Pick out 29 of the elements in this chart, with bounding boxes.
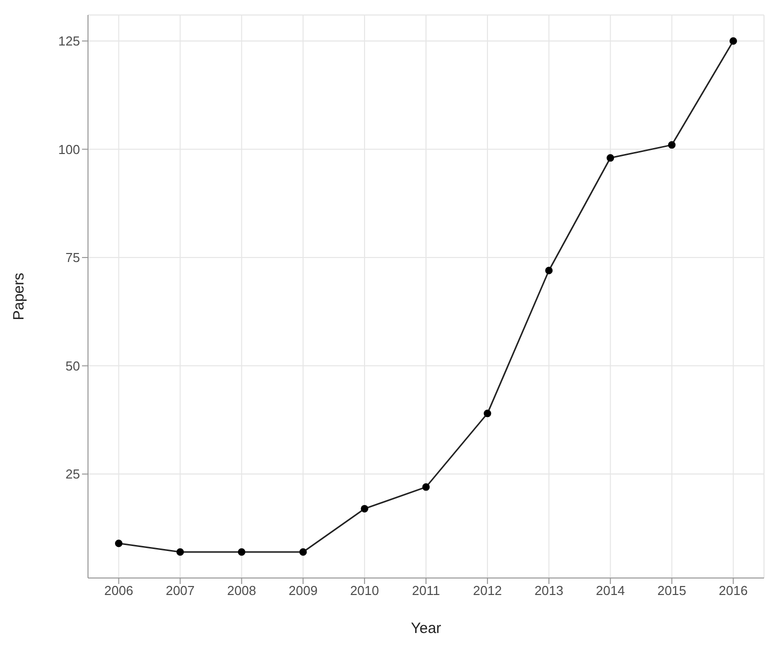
x-tick-label: 2011 <box>412 583 440 598</box>
point <box>238 548 246 556</box>
point <box>606 154 614 162</box>
x-tick-label: 2008 <box>227 583 256 598</box>
y-tick-label: 125 <box>58 34 80 49</box>
x-tick-label: 2013 <box>534 583 564 598</box>
point <box>422 483 430 491</box>
x-tick-label: 2015 <box>657 583 686 598</box>
point <box>176 548 184 556</box>
point <box>730 37 738 45</box>
y-tick-label: 100 <box>58 142 80 157</box>
x-tick-label: 2009 <box>288 583 318 598</box>
point <box>299 548 307 556</box>
x-tick-label: 2014 <box>596 583 625 598</box>
y-tick-label: 75 <box>66 250 80 266</box>
x-tick-label: 2007 <box>166 583 195 598</box>
point <box>484 410 492 418</box>
x-tick-label: 2006 <box>104 583 134 598</box>
point <box>114 540 122 548</box>
x-tick-label: 2016 <box>718 583 748 598</box>
y-axis-title: Papers <box>10 272 28 320</box>
y-tick-label: 50 <box>66 358 80 374</box>
y-tick-label: 25 <box>66 466 80 482</box>
point <box>545 266 553 274</box>
point <box>668 141 676 149</box>
x-tick-label: 2010 <box>350 583 380 598</box>
x-tick-label: 2012 <box>472 583 502 598</box>
x-axis-title: Year <box>410 620 442 637</box>
point <box>360 504 368 512</box>
